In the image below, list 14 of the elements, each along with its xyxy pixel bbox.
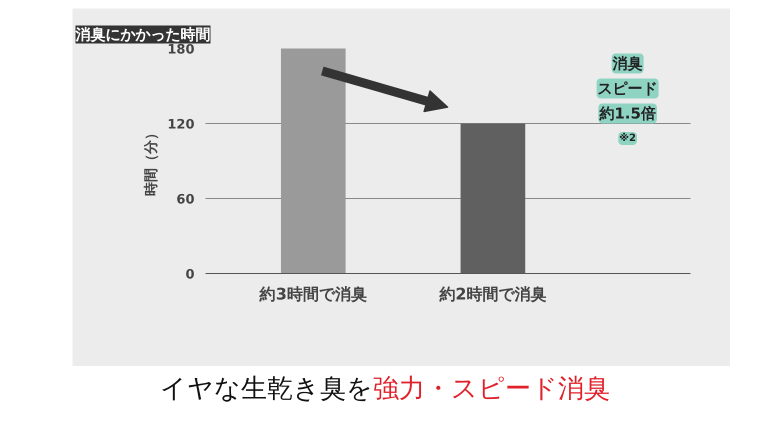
annotation: 約1.5倍 xyxy=(598,104,656,122)
annotation: ※2 xyxy=(619,132,636,144)
text: イヤな生乾き臭を xyxy=(160,374,373,404)
x-tick-label: 約2時間で消臭 xyxy=(438,284,546,304)
annotation: 消臭 xyxy=(612,54,643,72)
text: 強力・スピード消臭 xyxy=(373,374,610,404)
y-tick-label: 0 xyxy=(185,268,194,282)
chart-title: 消臭にかかった時間 xyxy=(74,26,210,44)
y-tick-label: 120 xyxy=(167,118,195,132)
x-tick-label: 約3時間で消臭 xyxy=(258,284,367,304)
y-axis-title: 時間（分） xyxy=(143,126,160,196)
y-tick-label: 180 xyxy=(167,42,195,58)
annotation: スピード xyxy=(598,80,658,98)
y-tick-label: 60 xyxy=(176,192,195,208)
